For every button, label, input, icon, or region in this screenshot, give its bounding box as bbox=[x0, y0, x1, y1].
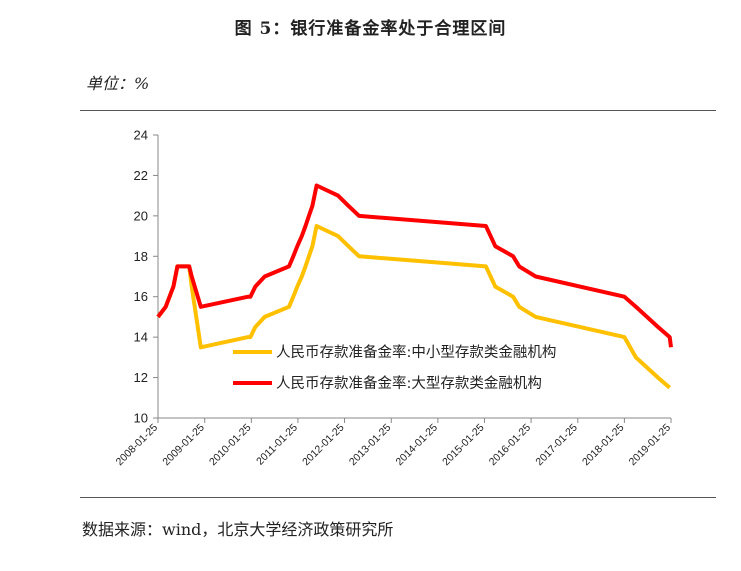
x-tick-label: 2019-01-25 bbox=[627, 422, 674, 469]
y-tick-label: 18 bbox=[134, 249, 148, 264]
y-tick-label: 12 bbox=[134, 370, 148, 385]
x-tick-label: 2013-01-25 bbox=[347, 422, 394, 469]
x-tick-label: 2014-01-25 bbox=[394, 422, 441, 469]
chart-title: 图 5：银行准备金率处于合理区间 bbox=[234, 19, 507, 39]
x-tick-label: 2012-01-25 bbox=[300, 422, 347, 469]
legend-label: 人民币存款准备金率:大型存款类金融机构 bbox=[276, 375, 542, 392]
x-tick-label: 2008-01-25 bbox=[114, 422, 161, 469]
x-tick-label: 2010-01-25 bbox=[207, 422, 254, 469]
unit-label: 单位：% bbox=[86, 74, 150, 93]
x-tick-label: 2011-01-25 bbox=[254, 422, 300, 468]
data-source: 数据来源：wind，北京大学经济政策研究所 bbox=[82, 520, 394, 539]
series-line-small-medium bbox=[156, 224, 672, 390]
y-tick-label: 14 bbox=[134, 330, 148, 345]
y-tick-label: 10 bbox=[134, 411, 148, 426]
x-tick-label: 2016-01-25 bbox=[487, 422, 534, 469]
x-tick-label: 2018-01-25 bbox=[580, 422, 627, 469]
x-tick-label: 2015-01-25 bbox=[440, 422, 487, 469]
x-tick-label: 2009-01-25 bbox=[160, 422, 207, 469]
chart-series bbox=[156, 183, 673, 390]
top-divider bbox=[80, 110, 716, 111]
y-tick-label: 16 bbox=[134, 289, 148, 304]
legend-label: 人民币存款准备金率:中小型存款类金融机构 bbox=[276, 344, 556, 361]
y-tick-label: 24 bbox=[134, 128, 148, 143]
y-tick-label: 20 bbox=[134, 208, 148, 223]
y-tick-label: 22 bbox=[134, 168, 148, 183]
x-tick-label: 2017-01-25 bbox=[533, 422, 580, 469]
bottom-divider bbox=[80, 497, 716, 498]
series-line-large bbox=[156, 183, 673, 348]
